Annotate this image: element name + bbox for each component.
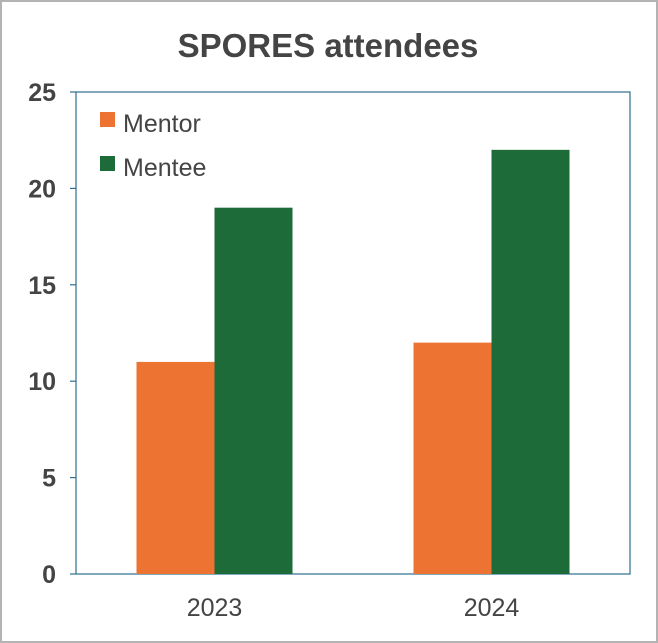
legend: Mentor Mentee bbox=[100, 110, 206, 182]
y-tick-label: 5 bbox=[42, 465, 56, 493]
y-tick-label: 15 bbox=[28, 272, 56, 300]
legend-label-mentee: Mentee bbox=[123, 154, 206, 182]
bar-mentor-2023 bbox=[136, 361, 215, 574]
y-tick-label: 20 bbox=[28, 175, 56, 203]
x-axis-ticks: 2023 2024 bbox=[187, 594, 520, 622]
bars bbox=[136, 149, 570, 574]
bar-mentee-2024 bbox=[491, 149, 570, 574]
bar-mentee-2023 bbox=[214, 207, 293, 574]
chart-title: SPORES attendees bbox=[178, 27, 479, 64]
plot-area bbox=[75, 91, 631, 575]
bar-mentor-2024 bbox=[413, 342, 492, 574]
y-tick-label: 0 bbox=[42, 561, 56, 589]
legend-swatch-mentee bbox=[100, 156, 115, 171]
x-tick-label: 2023 bbox=[187, 594, 243, 622]
y-axis-ticks: 0 5 10 15 20 25 bbox=[28, 79, 76, 589]
y-tick-label: 10 bbox=[28, 368, 56, 396]
y-tick-label: 25 bbox=[28, 79, 56, 107]
legend-swatch-mentor bbox=[100, 112, 115, 127]
x-tick-label: 2024 bbox=[464, 594, 520, 622]
legend-label-mentor: Mentor bbox=[123, 110, 201, 138]
